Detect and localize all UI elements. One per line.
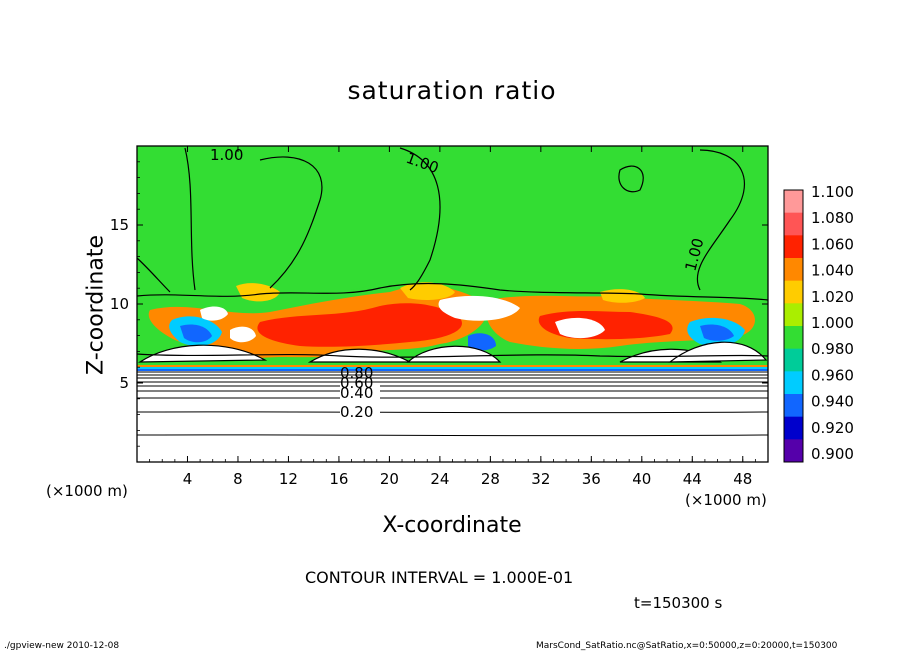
y-tick-label: 15 bbox=[110, 216, 129, 234]
contour-line bbox=[137, 385, 768, 387]
x-unit-label-left: (×1000 m) bbox=[46, 482, 128, 500]
colorbar-segment bbox=[784, 303, 803, 327]
contour-line bbox=[137, 411, 768, 414]
colorbar-segment bbox=[784, 326, 803, 350]
colorbar-label: 1.080 bbox=[811, 209, 854, 227]
x-tick-label: 36 bbox=[582, 470, 601, 488]
contour-label-060: 0.60 bbox=[340, 374, 373, 392]
x-tick-label: 44 bbox=[683, 470, 702, 488]
colorbar-segment bbox=[784, 280, 803, 304]
x-axis-label: X-coordinate bbox=[382, 513, 522, 538]
blue-pocket-right bbox=[700, 324, 734, 341]
colorbar-segment bbox=[784, 258, 803, 282]
footer-right: MarsCond_SatRatio.nc@SatRatio,x=0:50000,… bbox=[536, 641, 838, 651]
colorbar-segment bbox=[784, 371, 803, 395]
colorbar-label: 0.940 bbox=[811, 393, 854, 411]
contour-line bbox=[137, 257, 171, 293]
lens-3 bbox=[406, 345, 502, 363]
white-hole-2 bbox=[555, 317, 605, 339]
x-tick-label: 24 bbox=[430, 470, 449, 488]
x-tick-label: 20 bbox=[380, 470, 399, 488]
colorbar-label: 0.980 bbox=[811, 340, 854, 358]
y-tick-label: 10 bbox=[110, 295, 129, 313]
time-note: t=150300 s bbox=[634, 594, 723, 612]
colorbar-segment bbox=[784, 348, 803, 372]
colorbar-frame bbox=[783, 189, 804, 463]
contour-line bbox=[137, 390, 768, 392]
contour-label-top-left: 1.00 bbox=[210, 146, 243, 164]
lower-contours bbox=[137, 371, 768, 437]
x-tick-label: 16 bbox=[329, 470, 348, 488]
white-hole bbox=[438, 295, 520, 321]
lens-1 bbox=[137, 344, 268, 363]
colorbar-label: 1.060 bbox=[811, 235, 854, 253]
colorbar-label: 1.020 bbox=[811, 288, 854, 306]
contour-label-bg bbox=[340, 404, 380, 418]
colorbar-segment bbox=[784, 394, 803, 418]
yellow-patch-3 bbox=[600, 289, 645, 303]
contour-line bbox=[184, 147, 196, 291]
colorbar-label: 1.040 bbox=[811, 262, 854, 280]
colorbar-label: 1.000 bbox=[811, 314, 854, 332]
x-axis-ticks: 4 8 12 16 20 24 28 32 36 40 44 48 bbox=[149, 146, 756, 488]
contour-line bbox=[137, 282, 768, 301]
colorbar: 1.100 1.080 1.060 1.040 1.020 1.000 0.980 0.960… bbox=[783, 183, 854, 463]
contour-line bbox=[137, 397, 768, 399]
x-tick-label: 32 bbox=[531, 470, 550, 488]
saturated-region bbox=[137, 146, 768, 305]
chart-title: saturation ratio bbox=[347, 76, 557, 105]
stripe-orange bbox=[137, 365, 768, 367]
contour-line bbox=[137, 353, 768, 358]
contour-line bbox=[618, 165, 644, 193]
lens-2 bbox=[307, 348, 411, 363]
x-tick-label: 8 bbox=[233, 470, 243, 488]
colorbar-segment bbox=[784, 416, 803, 440]
yellow-patch bbox=[236, 283, 280, 302]
y-axis-ticks: 5 10 15 bbox=[110, 161, 768, 447]
contour-line bbox=[137, 434, 768, 437]
blue-pocket-left bbox=[180, 324, 212, 343]
footer-left: ./gpview-new 2010-12-08 bbox=[4, 641, 120, 651]
x-tick-label: 4 bbox=[183, 470, 193, 488]
colorbar-segment bbox=[784, 190, 803, 214]
contour-line bbox=[696, 149, 746, 291]
lens-5 bbox=[668, 341, 768, 363]
colorbar-segment bbox=[784, 235, 803, 259]
contour-label-040: 0.40 bbox=[340, 384, 373, 402]
supersaturated-core bbox=[257, 303, 462, 347]
colorbar-label: 1.100 bbox=[811, 183, 854, 201]
contour-label-020: 0.20 bbox=[340, 403, 373, 421]
contour-line bbox=[137, 381, 768, 383]
contour-label-bg bbox=[340, 385, 380, 399]
contour-line bbox=[259, 156, 323, 289]
x-tick-label: 40 bbox=[632, 470, 651, 488]
contour-label-bg bbox=[208, 146, 246, 162]
colorbar-segment bbox=[784, 212, 803, 236]
colorbar-label: 0.960 bbox=[811, 366, 854, 384]
x-tick-label: 28 bbox=[481, 470, 500, 488]
colorbar-label: 0.920 bbox=[811, 419, 854, 437]
x-unit-label-right: (×1000 m) bbox=[685, 491, 767, 509]
white-hole-4 bbox=[200, 306, 228, 321]
colorbar-label: 0.900 bbox=[811, 445, 854, 463]
colorbar-segment bbox=[784, 439, 803, 463]
plot-area bbox=[137, 146, 768, 462]
contour-label-080: 0.80 bbox=[340, 364, 373, 382]
stripe-blue bbox=[137, 369, 768, 371]
x-tick-label: 48 bbox=[733, 470, 752, 488]
stripe-cyan bbox=[137, 367, 768, 369]
x-tick-label: 12 bbox=[279, 470, 298, 488]
contour-line bbox=[137, 377, 768, 379]
white-hole-3 bbox=[230, 326, 256, 343]
blue-pocket-center bbox=[468, 333, 496, 351]
y-tick-label: 5 bbox=[119, 374, 129, 392]
contour-interval-note: CONTOUR INTERVAL = 1.000E-01 bbox=[305, 568, 574, 587]
